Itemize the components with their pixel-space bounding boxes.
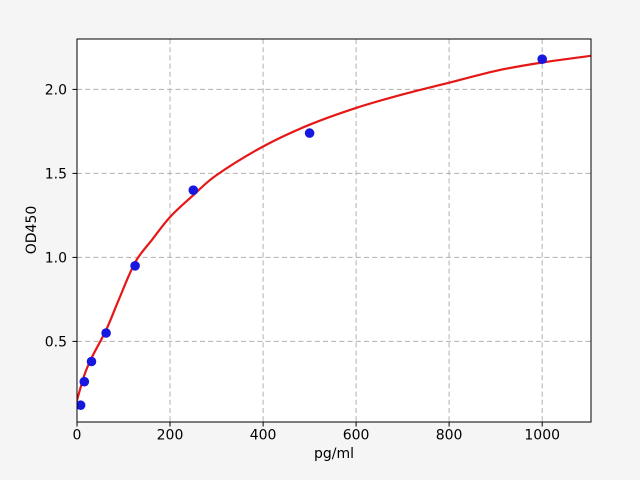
data-layer (77, 54, 591, 410)
x-tick-label: 1000 (524, 428, 560, 444)
data-point (101, 328, 111, 338)
x-axis-label: pg/ml (313, 446, 355, 462)
data-point (86, 356, 97, 367)
x-tick-label: 400 (250, 428, 277, 444)
axes-spines (76, 38, 592, 423)
data-point (130, 261, 140, 271)
y-tick-label: 1.0 (45, 250, 67, 266)
x-tick-label: 200 (157, 428, 184, 444)
plot-background (77, 39, 591, 422)
data-point (304, 128, 315, 138)
x-tick-label: 0 (73, 428, 82, 444)
y-tick-label: 2.0 (45, 82, 67, 98)
data-point (188, 185, 199, 195)
x-tick-label: 600 (343, 428, 370, 444)
data-point (79, 376, 90, 387)
y-tick-label: 0.5 (45, 334, 67, 350)
data-point (77, 400, 86, 410)
data-point (537, 54, 547, 64)
y-axis-label: OD450 (24, 205, 40, 255)
x-tick-label: 800 (436, 428, 463, 444)
y-tick-label: 1.5 (45, 166, 67, 182)
